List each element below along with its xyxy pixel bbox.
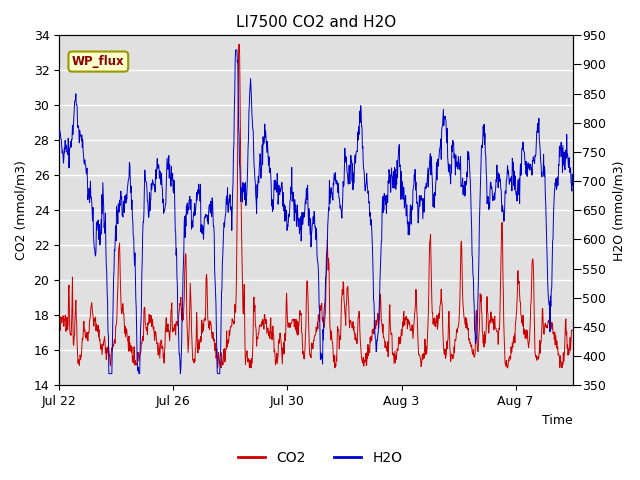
Text: WP_flux: WP_flux <box>72 55 125 68</box>
Title: LI7500 CO2 and H2O: LI7500 CO2 and H2O <box>236 15 396 30</box>
Legend: CO2, H2O: CO2, H2O <box>232 445 408 471</box>
X-axis label: Time: Time <box>542 414 573 427</box>
Y-axis label: CO2 (mmol/m3): CO2 (mmol/m3) <box>15 160 28 260</box>
Y-axis label: H2O (mmol/m3): H2O (mmol/m3) <box>612 160 625 261</box>
